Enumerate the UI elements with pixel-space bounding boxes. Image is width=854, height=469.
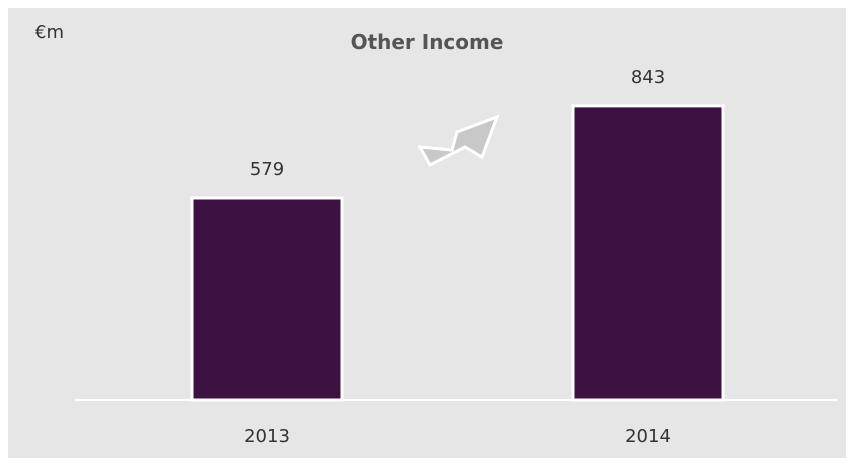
unit-label: €m bbox=[35, 22, 64, 43]
chart-title: Other Income bbox=[350, 30, 504, 54]
bar-2013 bbox=[190, 196, 344, 402]
category-label-2014: 2014 bbox=[625, 426, 671, 447]
value-label-2014: 843 bbox=[631, 67, 665, 88]
bars-group bbox=[190, 104, 725, 402]
labels-group: 579 2013 843 2014 bbox=[244, 67, 671, 447]
growth-arrow-icon bbox=[417, 114, 500, 167]
category-label-2013: 2013 bbox=[244, 426, 290, 447]
bar-2014 bbox=[571, 104, 725, 402]
value-label-2013: 579 bbox=[250, 159, 284, 180]
